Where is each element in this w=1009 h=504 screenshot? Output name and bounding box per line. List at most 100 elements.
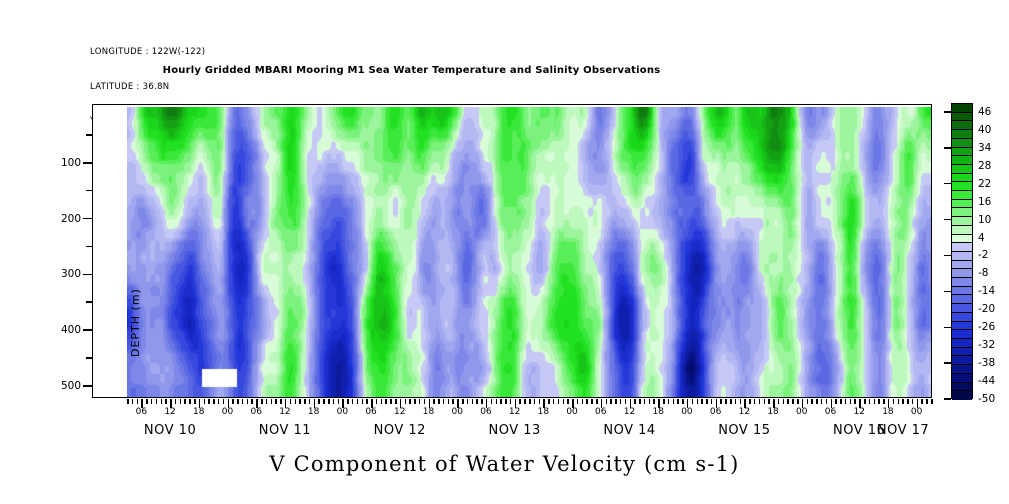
x-tick-minor <box>768 399 770 404</box>
colorbar-swatch <box>952 304 972 313</box>
x-tick-minor <box>849 399 852 404</box>
x-tick-minor <box>624 399 627 404</box>
x-tick-minor <box>509 399 512 404</box>
x-tick-minor <box>615 399 617 404</box>
colorbar-swatch <box>952 330 972 339</box>
x-tick-minor <box>902 399 904 404</box>
x-tick-minor <box>304 399 306 404</box>
longitude-text: LONGITUDE : 122W(-122) <box>90 47 206 57</box>
y-tick-label: 200 <box>60 212 81 225</box>
x-tick-label: 06 <box>135 407 148 417</box>
colorbar-swatch <box>952 164 972 174</box>
x-tick-minor <box>237 399 239 404</box>
x-day-label: NOV 16 <box>833 423 886 438</box>
x-tick-major <box>543 399 545 408</box>
colorbar-tick <box>944 254 951 257</box>
x-tick-minor <box>734 399 737 404</box>
x-tick-major <box>629 399 631 408</box>
x-tick-minor <box>677 399 679 404</box>
colorbar <box>951 103 973 400</box>
x-tick-label: 12 <box>279 407 291 417</box>
x-tick-label: 18 <box>882 407 894 417</box>
colorbar-swatch <box>952 130 972 139</box>
colorbar-swatch <box>952 356 972 366</box>
x-tick-minor <box>495 399 497 404</box>
x-tick-minor <box>701 399 703 404</box>
x-tick-minor <box>395 399 397 404</box>
x-tick-major <box>342 399 344 408</box>
x-tick-minor <box>299 399 301 404</box>
x-tick-minor <box>864 399 866 404</box>
x-tick-major <box>773 399 775 408</box>
x-tick-minor <box>806 399 809 404</box>
x-tick-minor <box>562 399 564 404</box>
y-tick-label: 300 <box>60 268 81 281</box>
x-tick-minor <box>892 399 895 404</box>
x-tick-minor <box>337 399 340 404</box>
colorbar-swatch <box>952 365 972 374</box>
x-tick-minor <box>409 399 411 404</box>
plot-area: DEPTH (m) 100 200 300 400 500 06 12 18 00 06 12 18 0… <box>61 104 933 438</box>
x-tick-minor <box>452 399 454 404</box>
colorbar-swatch <box>952 104 972 113</box>
x-tick-minor <box>907 399 909 404</box>
x-tick-minor <box>706 399 708 404</box>
x-tick-minor <box>749 399 751 404</box>
x-tick-minor <box>433 399 435 404</box>
colorbar-tick <box>944 111 951 113</box>
colorbar-label: 4 <box>978 231 985 244</box>
x-tick-minor <box>203 399 206 404</box>
x-tick-minor <box>758 399 761 404</box>
x-tick-minor <box>672 399 675 404</box>
x-tick-minor <box>730 399 732 404</box>
x-tick-minor <box>878 399 880 404</box>
x-tick-minor <box>763 399 765 404</box>
x-day-label: NOV 17 <box>876 423 930 438</box>
x-tick-minor <box>552 399 555 404</box>
colorbar-tick <box>944 326 951 328</box>
x-day-label: NOV 12 <box>373 423 426 438</box>
x-tick-minor <box>390 399 392 404</box>
x-tick-minor <box>241 399 244 404</box>
x-tick-minor <box>868 399 871 404</box>
x-tick-minor <box>792 399 794 404</box>
colorbar-swatch <box>952 321 972 331</box>
chart-caption: V Component of Water Velocity (cm s-1) <box>269 452 740 476</box>
x-tick-minor <box>490 399 493 404</box>
x-tick-major <box>572 399 574 408</box>
y-tick-label: 100 <box>60 156 81 169</box>
x-tick-minor <box>404 399 407 404</box>
x-tick-minor <box>825 399 828 404</box>
x-tick-minor <box>136 399 139 404</box>
colorbar-label: 10 <box>978 213 992 226</box>
colorbar-swatch <box>952 208 972 218</box>
colorbar-swatch <box>952 347 972 357</box>
x-tick-label: 00 <box>221 407 234 417</box>
x-tick-minor <box>529 399 531 404</box>
colorbar-label: -44 <box>978 375 996 388</box>
y-tick-minor <box>86 189 93 192</box>
colorbar-tick <box>944 147 951 149</box>
x-tick-major <box>170 399 172 408</box>
colorbar-swatch <box>952 382 972 392</box>
x-tick-minor <box>361 399 363 404</box>
colorbar-swatch <box>952 156 972 165</box>
y-tick-minor <box>86 357 93 359</box>
x-tick-major <box>457 399 459 408</box>
x-tick-minor <box>323 399 325 404</box>
x-tick-minor <box>280 399 282 404</box>
x-tick-label: 12 <box>623 407 636 417</box>
colorbar-label: -8 <box>978 267 989 280</box>
x-tick-label: 06 <box>709 407 722 417</box>
colorbar-label: 16 <box>978 195 992 208</box>
x-tick-major <box>887 399 890 408</box>
x-tick-minor <box>131 399 134 404</box>
x-tick-minor <box>294 399 296 404</box>
x-tick-minor <box>725 399 727 404</box>
latitude-text: LATITUDE : 36.8N <box>90 81 170 92</box>
x-tick-major <box>600 399 603 408</box>
x-tick-label: 12 <box>394 407 406 417</box>
colorbar-swatch <box>952 138 972 148</box>
x-tick-minor <box>557 399 560 404</box>
x-tick-minor <box>251 399 253 404</box>
